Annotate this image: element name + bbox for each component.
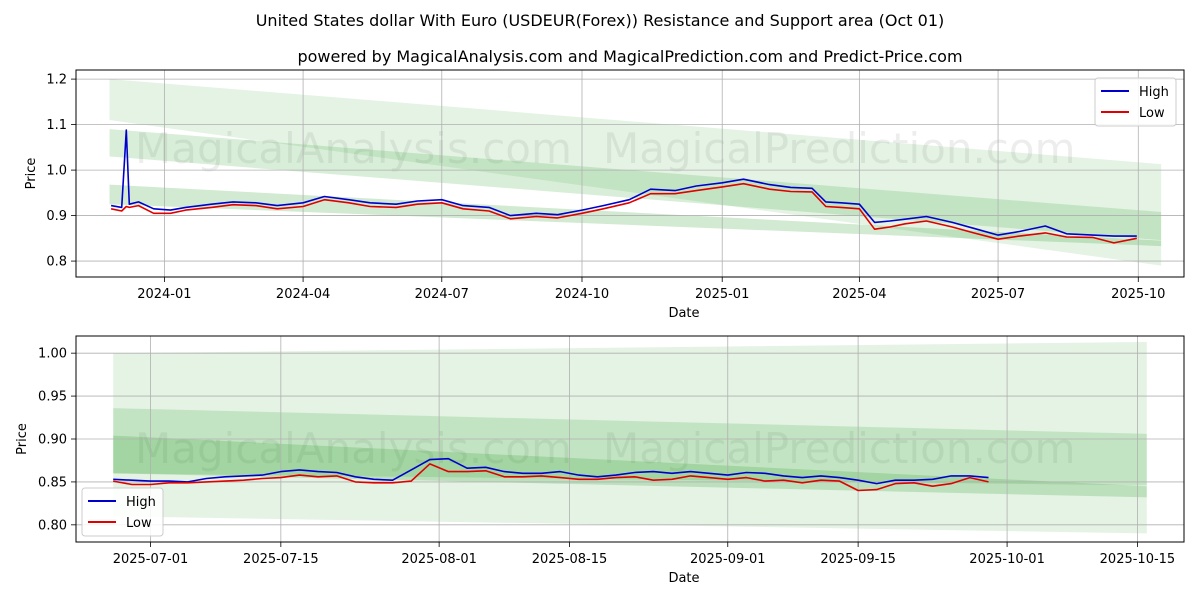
x-axis-label: Date [668,571,699,586]
y-tick-label: 0.9 [46,209,67,224]
y-axis-label: Price [24,158,39,190]
y-tick-label: 1.00 [38,347,67,362]
series-line-low [113,463,989,492]
y-tick-label: 0.85 [38,475,67,490]
x-tick-label: 2025-08-15 [532,552,608,567]
chart-panel-2: MagicalAnalysis.com MagicalPrediction.com… [15,335,1185,586]
series-line-high [110,129,1137,237]
band-outer-zone [109,79,1162,266]
x-tick-label: 2025-08-01 [401,552,477,567]
chart-subtitle: powered by MagicalAnalysis.com and Magic… [297,47,962,66]
watermark-text: MagicalAnalysis.com [135,124,572,173]
legend-label-high: High [126,495,156,510]
x-tick-label: 2025-10-15 [1100,552,1176,567]
y-tick-label: 1.1 [46,118,67,133]
plot-frame [75,69,1185,278]
x-tick-label: 2025-07-01 [113,552,189,567]
legend-label-low: Low [126,516,152,531]
plot-frame [75,335,1185,543]
x-tick-label: 2024-04 [276,287,330,302]
x-axis-label: Date [668,306,699,321]
x-tick-label: 2025-07-15 [243,552,319,567]
x-tick-label: 2024-10 [555,287,609,302]
y-tick-label: 1.2 [46,73,67,88]
x-tick-label: 2025-07 [971,287,1025,302]
x-tick-label: 2025-04 [832,287,886,302]
x-tick-label: 2025-09-15 [820,552,896,567]
chart-legend: High Low [1094,77,1177,127]
x-tick-label: 2025-10 [1111,287,1165,302]
watermark-text: MagicalAnalysis.com [135,424,572,473]
series-line-low [110,182,1137,244]
band-upper-zone [113,408,1147,486]
chart-title: United States dollar With Euro (USDEUR(F… [256,11,945,30]
chart-legend: High Low [81,487,164,537]
x-tick-label: 2025-10-01 [969,552,1045,567]
x-tick-label: 2025-09-01 [690,552,766,567]
y-tick-label: 0.8 [46,255,67,270]
watermark-text: MagicalPrediction.com [603,124,1076,173]
y-tick-label: 0.90 [38,433,67,448]
watermark-text: MagicalPrediction.com [603,424,1076,473]
y-axis-label: Price [15,423,30,455]
y-tick-label: 1.0 [46,164,67,179]
y-tick-label: 0.80 [38,518,67,533]
x-tick-label: 2024-01 [137,287,191,302]
legend-label-high: High [1139,85,1169,100]
series-line-high [113,457,989,485]
chart-panel-1: MagicalAnalysis.com MagicalPrediction.com… [24,69,1185,321]
legend-label-low: Low [1139,106,1165,121]
x-tick-label: 2025-01 [695,287,749,302]
band-upper-zone [109,129,1162,241]
y-tick-label: 0.95 [38,390,67,405]
x-tick-label: 2024-07 [415,287,469,302]
